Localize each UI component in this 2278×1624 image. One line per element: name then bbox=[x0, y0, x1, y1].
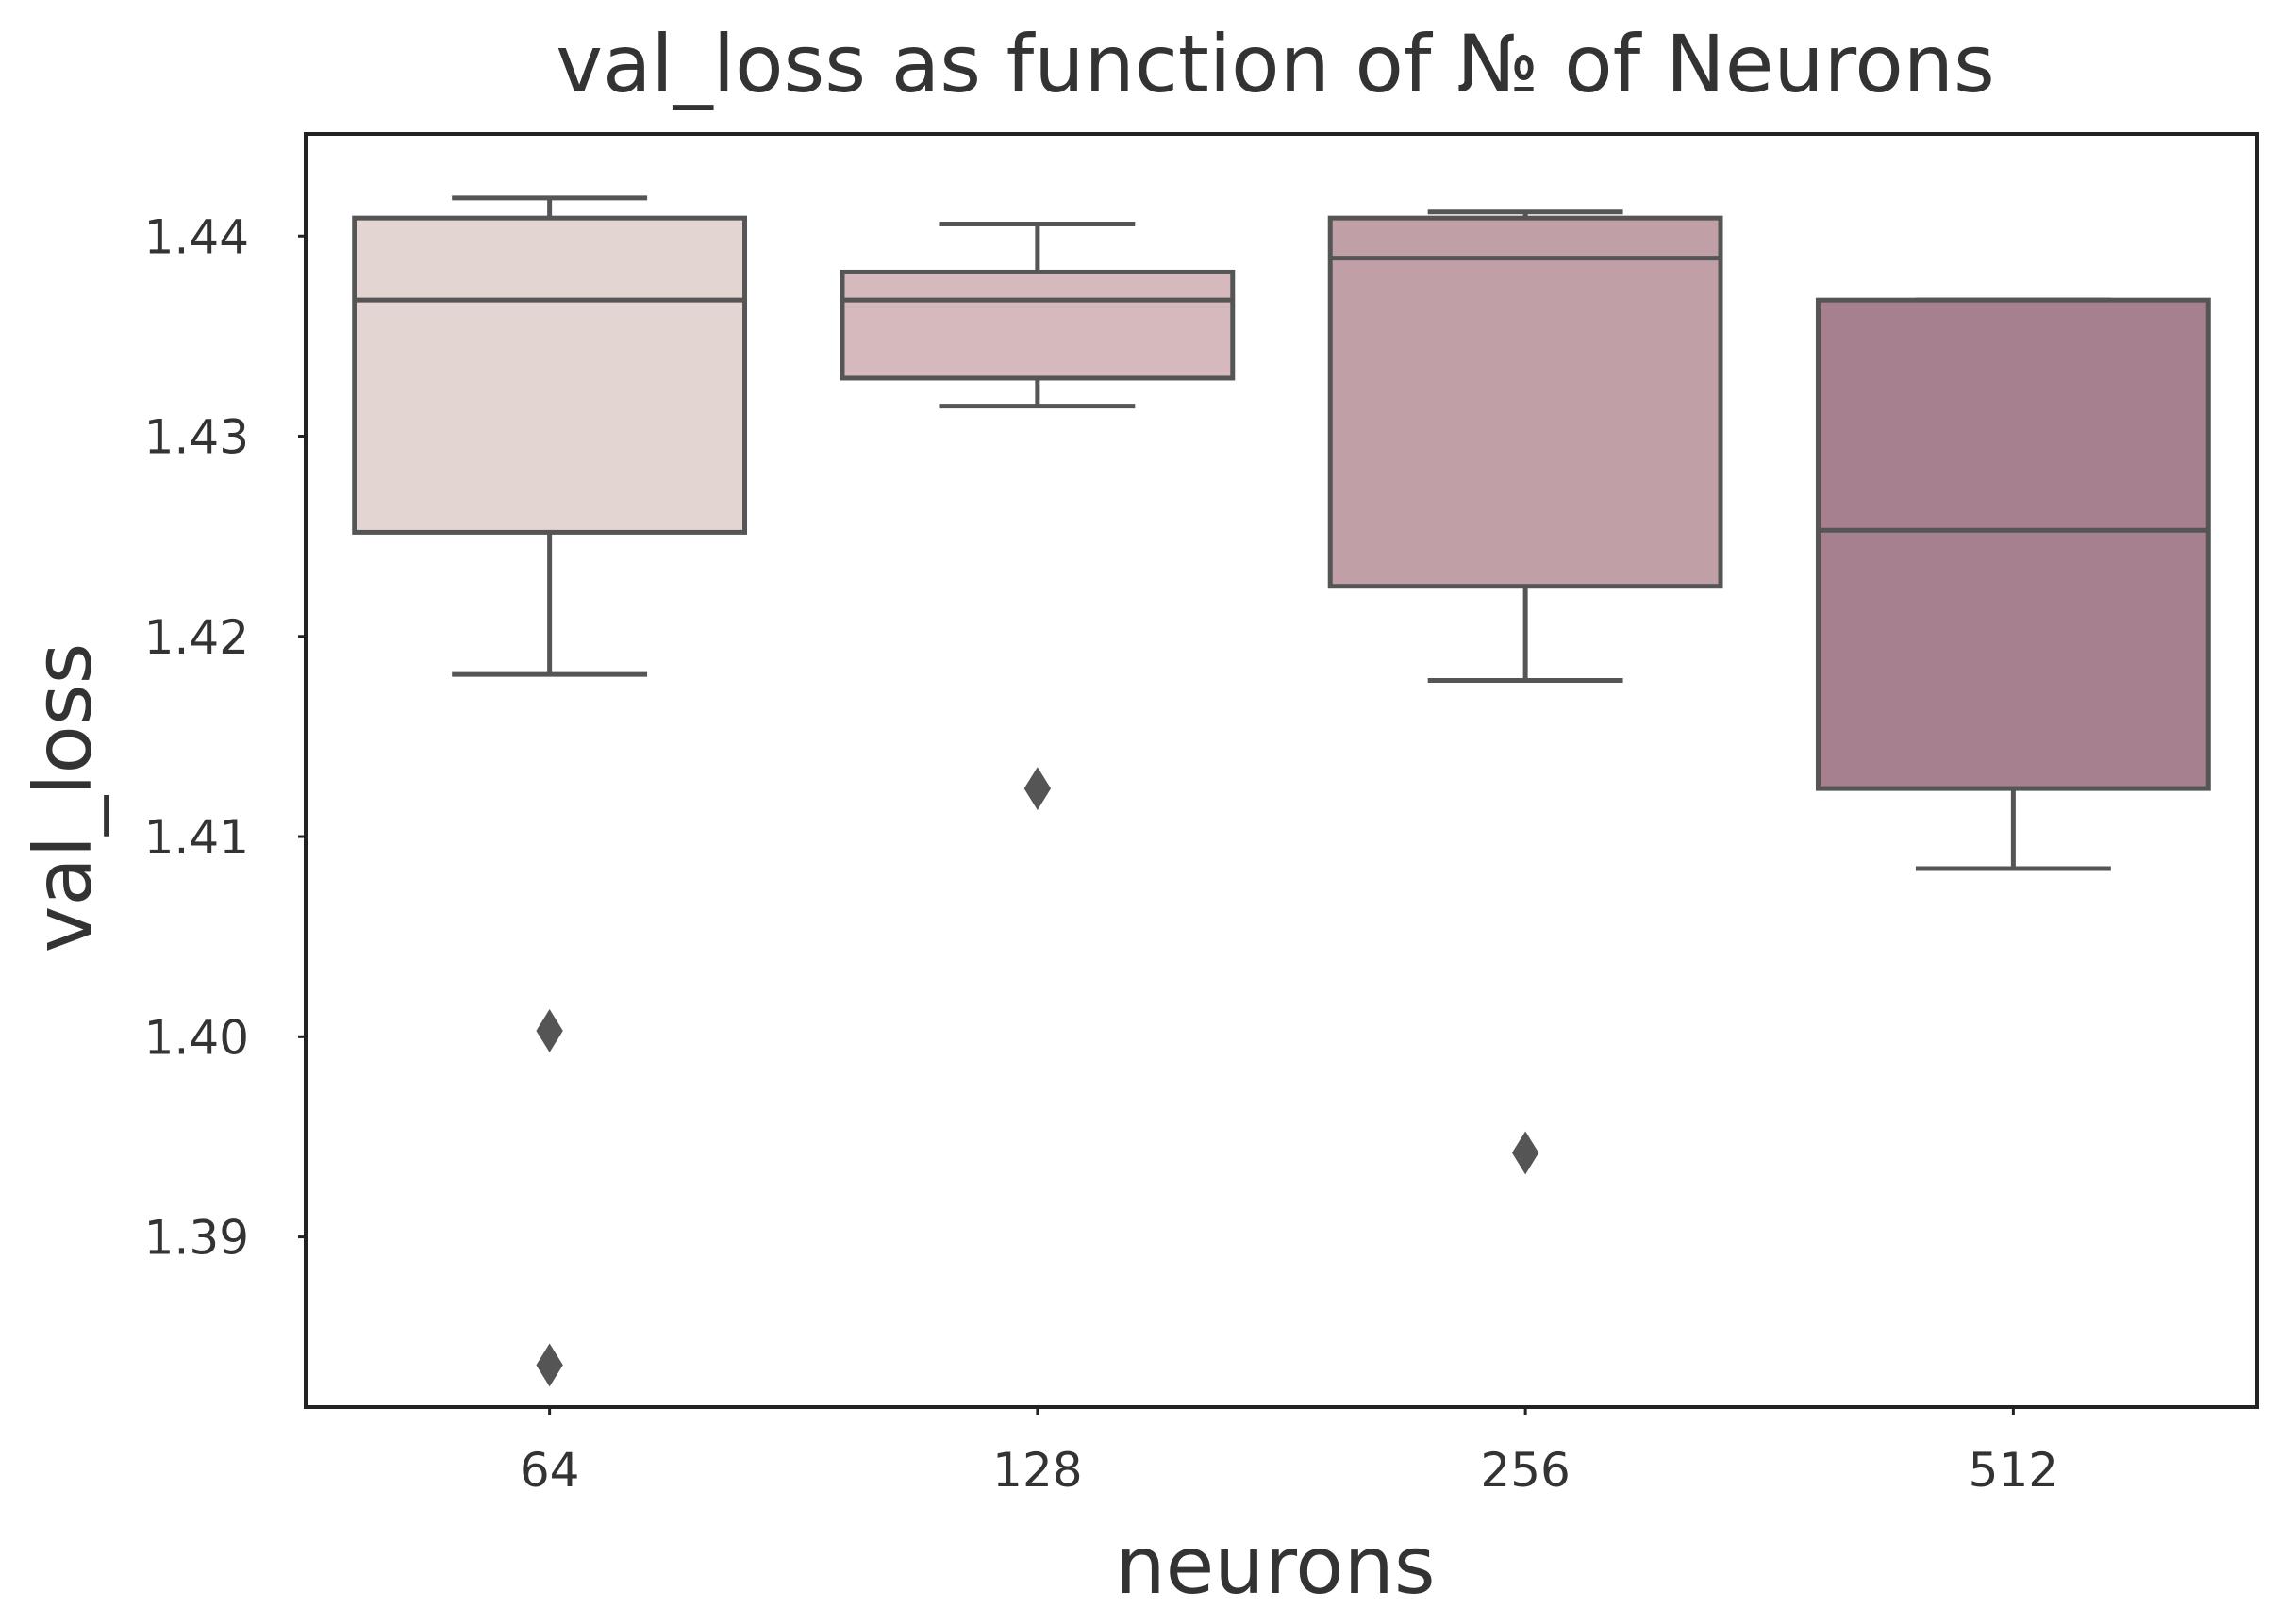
y-tick-label: 1.40 bbox=[144, 1010, 249, 1065]
x-tick-label: 256 bbox=[1480, 1443, 1570, 1498]
box-512 bbox=[1815, 297, 2211, 791]
y-tick-label: 1.43 bbox=[144, 410, 249, 465]
plot-frame bbox=[304, 132, 2259, 1409]
box-64 bbox=[352, 215, 748, 535]
x-tick-label: 512 bbox=[1969, 1443, 2058, 1498]
chart-title: val_loss as function of № of Neurons bbox=[556, 18, 1995, 110]
y-tick-label: 1.39 bbox=[144, 1211, 249, 1266]
outlier-point bbox=[536, 1343, 563, 1387]
x-tick-label: 64 bbox=[520, 1443, 580, 1498]
outlier-point bbox=[1511, 1131, 1539, 1175]
x-tick-label: 128 bbox=[992, 1443, 1082, 1498]
y-tick-label: 1.41 bbox=[144, 810, 249, 865]
box-256 bbox=[1327, 215, 1723, 589]
outlier-point bbox=[536, 1009, 563, 1052]
y-tick-label: 1.42 bbox=[144, 610, 249, 665]
plot-area: 1.39 1.40 1.41 1.42 1.43 1.44 64 128 256 512 bbox=[144, 132, 2259, 1498]
outlier-point bbox=[1023, 767, 1052, 811]
y-axis-label: val_loss bbox=[17, 643, 109, 953]
x-axis-label: neurons bbox=[1115, 1519, 1435, 1612]
y-tick-label: 1.44 bbox=[144, 209, 249, 264]
box-128 bbox=[840, 269, 1236, 381]
